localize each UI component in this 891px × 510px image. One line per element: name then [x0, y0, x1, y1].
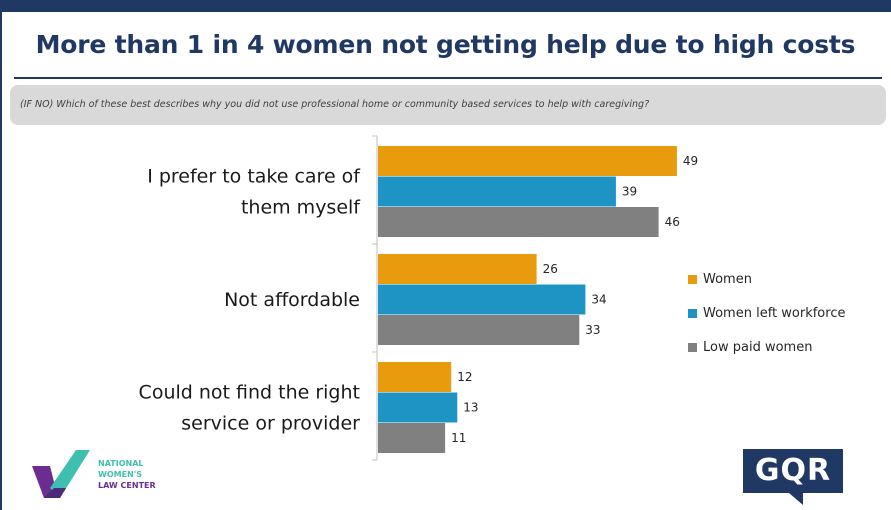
- gqr-logo-tail: [789, 493, 803, 505]
- question-box: (IF NO) Which of these best describes wh…: [10, 85, 886, 125]
- gqr-logo: GQR: [743, 449, 843, 505]
- nwlc-logo-text: NATIONAL WOMEN'S LAW CENTER: [98, 458, 156, 491]
- question-text: (IF NO) Which of these best describes wh…: [20, 99, 650, 110]
- nwlc-line-1: NATIONAL: [98, 459, 144, 468]
- page-title: More than 1 in 4 women not getting help …: [35, 30, 856, 59]
- bar-low-paid-women: [378, 423, 446, 453]
- nwlc-line-3: LAW CENTER: [98, 481, 156, 490]
- legend-swatch: [688, 308, 697, 318]
- data-label: 49: [683, 154, 698, 168]
- category-label: them myself: [241, 197, 361, 219]
- bar-women-left-workforce: [378, 176, 616, 207]
- legend-item: Low paid women: [688, 330, 845, 364]
- nwlc-logo: NATIONAL WOMEN'S LAW CENTER: [30, 448, 190, 504]
- data-label: 34: [591, 293, 606, 307]
- left-border: [0, 0, 2, 510]
- gqr-logo-text: GQR: [754, 453, 832, 488]
- legend-swatch: [688, 342, 697, 352]
- category-label: Not affordable: [224, 289, 360, 311]
- bar-women: [378, 362, 452, 392]
- data-label: 13: [463, 401, 478, 415]
- bar-women: [378, 146, 677, 176]
- legend-item: Women left workforce: [688, 296, 845, 330]
- data-label: 11: [451, 431, 466, 445]
- top-banner: [0, 0, 891, 12]
- nwlc-logo-mark: [32, 450, 90, 498]
- category-label: I prefer to take care of: [147, 166, 361, 188]
- data-label: 39: [622, 185, 637, 199]
- bar-low-paid-women: [378, 315, 580, 345]
- title-divider: [14, 77, 882, 79]
- legend-label: Women left workforce: [703, 305, 846, 321]
- data-label: 33: [585, 323, 600, 337]
- bar-women-left-workforce: [378, 392, 458, 423]
- bar-women-left-workforce: [378, 284, 586, 315]
- data-label: 46: [665, 215, 680, 229]
- bar-chart: I prefer to take care of them myself 49 39 4…: [139, 135, 698, 461]
- legend-swatch: [688, 274, 697, 284]
- category-label: service or provider: [181, 413, 360, 435]
- category-label: Could not find the right: [139, 382, 360, 404]
- legend-label: Women: [703, 271, 752, 287]
- legend-item: Women: [688, 262, 845, 296]
- chart-legend: Women Women left workforce Low paid women: [688, 262, 845, 364]
- bar-low-paid-women: [378, 207, 659, 237]
- bar-women: [378, 254, 537, 284]
- data-label: 12: [457, 370, 472, 384]
- nwlc-line-2: WOMEN'S: [98, 470, 142, 479]
- data-label: 26: [543, 262, 558, 276]
- legend-label: Low paid women: [703, 339, 813, 355]
